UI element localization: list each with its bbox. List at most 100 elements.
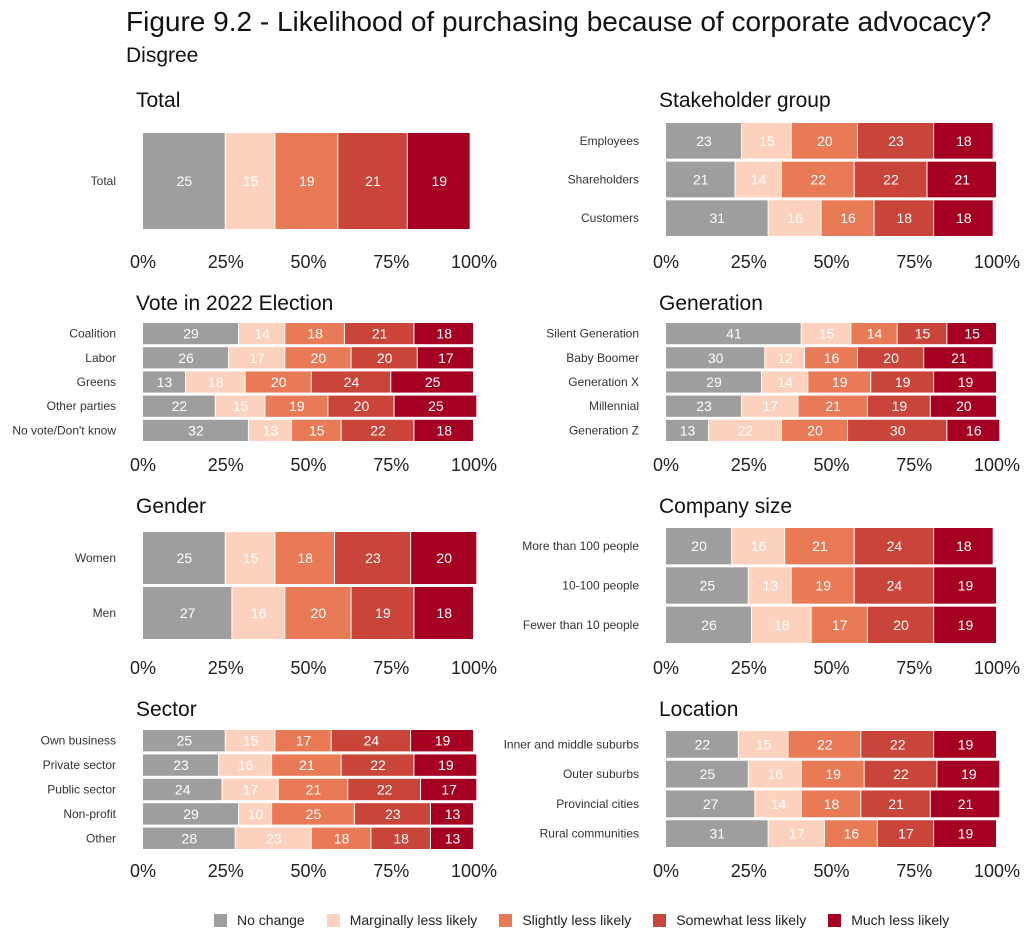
data-label: 16 xyxy=(966,422,982,438)
bar-segment-marginally-less-likely xyxy=(742,395,798,417)
data-label: 19 xyxy=(289,398,305,414)
data-label: 15 xyxy=(233,398,249,414)
bar-segment-slightly-less-likely xyxy=(285,323,344,345)
bar-segment-much-less-likely xyxy=(417,347,473,369)
data-label: 20 xyxy=(311,350,327,366)
bar-segment-slightly-less-likely xyxy=(791,123,857,159)
x-tick-label: 0% xyxy=(653,658,679,678)
bar-segment-slightly-less-likely xyxy=(311,827,371,849)
bar-segment-much-less-likely xyxy=(414,419,473,441)
bar-segment-marginally-less-likely xyxy=(229,347,285,369)
data-label: 27 xyxy=(180,605,196,621)
bar-segment-somewhat-less-likely xyxy=(338,133,407,229)
bar-segment-much-less-likely xyxy=(924,347,993,369)
data-label: 16 xyxy=(787,210,803,226)
data-label: 18 xyxy=(436,605,452,621)
panel-title: Generation xyxy=(659,292,763,315)
bar-segment-slightly-less-likely xyxy=(278,778,348,801)
data-label: 19 xyxy=(895,374,911,390)
bar-segment-marginally-less-likely xyxy=(735,161,781,198)
bar-segment-no-change xyxy=(666,528,732,565)
data-label: 41 xyxy=(726,326,742,342)
data-label: 19 xyxy=(832,374,848,390)
bar-segment-much-less-likely xyxy=(421,778,477,801)
bar-segment-no-change xyxy=(666,347,765,369)
data-label: 21 xyxy=(693,172,709,188)
data-label: 21 xyxy=(306,782,322,798)
bar-segment-somewhat-less-likely xyxy=(877,820,934,847)
data-label: 14 xyxy=(751,172,767,188)
data-label: 16 xyxy=(767,766,783,782)
data-label: 25 xyxy=(177,733,193,749)
bar-segment-marginally-less-likely xyxy=(755,790,801,818)
legend-swatch xyxy=(653,913,667,927)
data-label: 19 xyxy=(435,733,451,749)
legend-swatch xyxy=(828,913,842,927)
bar-segment-somewhat-less-likely xyxy=(897,323,947,345)
data-label: 18 xyxy=(393,830,409,846)
bar-segment-much-less-likely xyxy=(930,395,996,417)
bar-segment-somewhat-less-likely xyxy=(854,528,934,565)
data-label: 25 xyxy=(700,578,716,594)
bar-segment-marginally-less-likely xyxy=(248,419,291,441)
panel-title: Sector xyxy=(136,698,197,721)
bar-segment-no-change xyxy=(666,200,768,236)
bar-segment-somewhat-less-likely xyxy=(351,587,414,639)
category-label: Men xyxy=(93,606,116,620)
data-label: 18 xyxy=(897,210,913,226)
data-label: 13 xyxy=(263,422,279,438)
bar-segment-no-change xyxy=(666,731,738,758)
bar-segment-no-change xyxy=(666,790,755,818)
x-tick-label: 75% xyxy=(373,658,409,678)
bar-segment-much-less-likely xyxy=(937,760,1000,788)
x-tick-label: 50% xyxy=(813,455,849,475)
data-label: 22 xyxy=(893,766,909,782)
bar-segment-no-change xyxy=(143,532,225,584)
category-label: 10-100 people xyxy=(562,579,639,593)
bar-segment-slightly-less-likely xyxy=(785,528,854,565)
data-label: 13 xyxy=(762,578,778,594)
data-label: 15 xyxy=(243,550,259,566)
data-label: 15 xyxy=(964,326,980,342)
bar-segment-somewhat-less-likely xyxy=(331,730,411,752)
bar-segment-somewhat-less-likely xyxy=(351,347,417,369)
bar-segment-no-change xyxy=(666,760,748,788)
data-label: 23 xyxy=(696,398,712,414)
bar-segment-much-less-likely xyxy=(934,567,996,604)
category-label: Generation X xyxy=(568,375,639,389)
bar-segment-marginally-less-likely xyxy=(225,532,275,584)
bar-segment-much-less-likely xyxy=(934,200,993,236)
panel-stakeholder-group: Stakeholder group Employees 23 15 20 23 18 Shar… xyxy=(568,89,1020,272)
data-label: 22 xyxy=(738,422,754,438)
bar-segment-much-less-likely xyxy=(414,587,473,639)
bar-segment-no-change xyxy=(143,730,225,752)
data-label: 19 xyxy=(958,374,974,390)
bar-segment-marginally-less-likely xyxy=(801,323,851,345)
data-label: 19 xyxy=(958,617,974,633)
data-label: 29 xyxy=(706,374,722,390)
x-tick-label: 75% xyxy=(373,861,409,881)
data-label: 17 xyxy=(898,826,914,842)
data-label: 17 xyxy=(441,782,457,798)
data-label: 25 xyxy=(700,766,716,782)
bar-segment-marginally-less-likely xyxy=(186,371,245,393)
data-label: 13 xyxy=(445,806,461,822)
data-label: 19 xyxy=(431,173,447,189)
panel-location: Location Inner and middle suburbs 22 15 22 22… xyxy=(504,698,1020,881)
category-label: Non-profit xyxy=(63,807,116,821)
data-label: 21 xyxy=(372,326,388,342)
data-label: 14 xyxy=(777,374,793,390)
legend-swatch xyxy=(214,913,227,927)
x-tick-label: 50% xyxy=(290,861,326,881)
bar-segment-marginally-less-likely xyxy=(238,803,272,825)
category-label: No vote/Don't know xyxy=(12,423,116,437)
x-tick-label: 0% xyxy=(653,455,679,475)
bar-segment-slightly-less-likely xyxy=(275,532,334,584)
bar-segment-no-change xyxy=(666,567,748,604)
bar-segment-somewhat-less-likely xyxy=(348,778,421,801)
bar-segment-somewhat-less-likely xyxy=(311,371,391,393)
category-label: Other parties xyxy=(47,399,116,413)
bar-segment-somewhat-less-likely xyxy=(857,123,934,159)
category-label: Total xyxy=(91,174,116,188)
x-tick-label: 25% xyxy=(731,455,767,475)
